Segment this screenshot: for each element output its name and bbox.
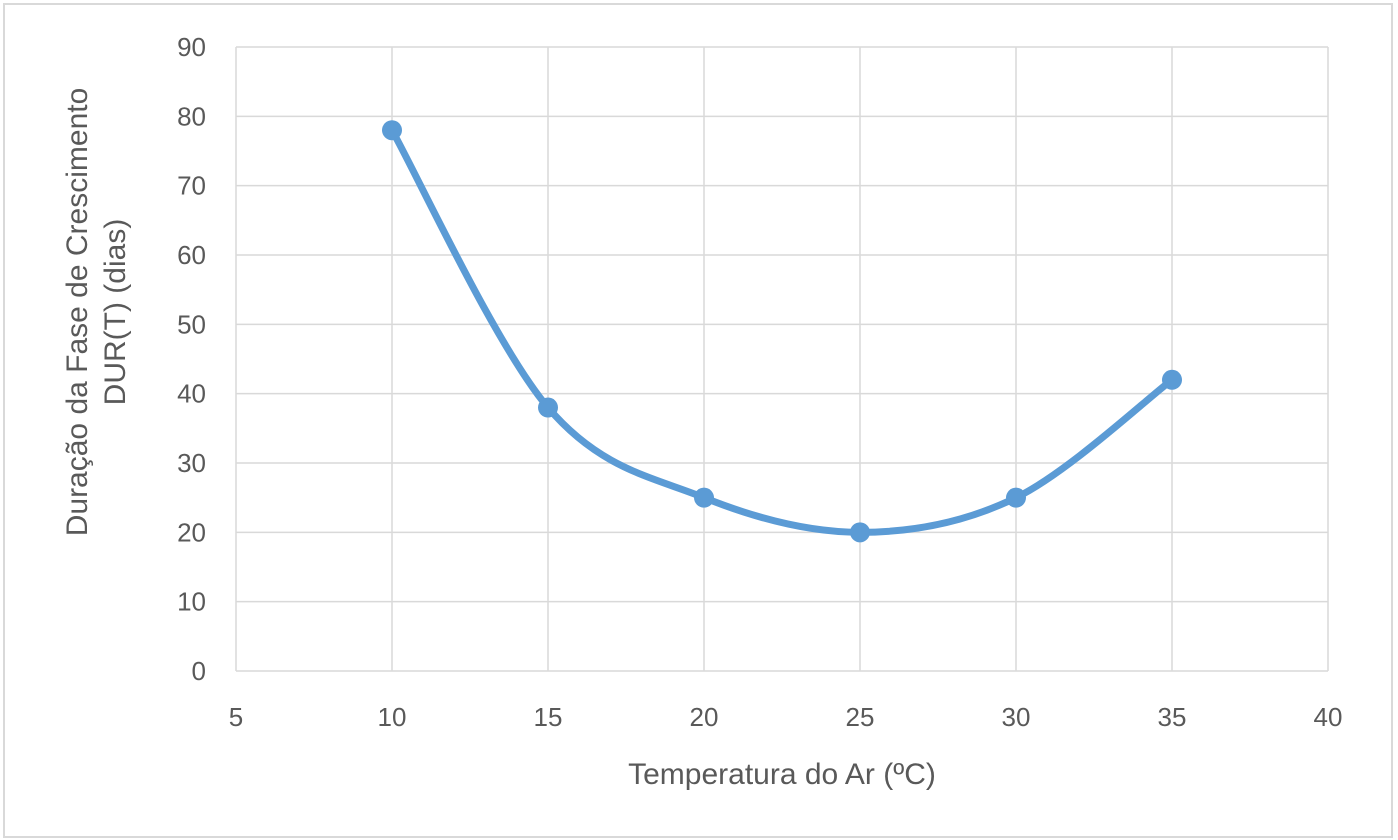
x-tick-label: 10 <box>378 702 407 732</box>
data-point <box>382 120 402 141</box>
y-tick-label: 40 <box>177 379 206 409</box>
x-tick-label: 30 <box>1002 702 1031 732</box>
y-tick-label: 70 <box>177 171 206 201</box>
y-tick-label: 30 <box>177 448 206 478</box>
x-tick-label: 15 <box>534 702 563 732</box>
y-tick-label: 90 <box>177 32 206 62</box>
x-tick-label: 20 <box>690 702 719 732</box>
y-tick-label: 80 <box>177 101 206 131</box>
y-tick-label: 10 <box>177 587 206 617</box>
y-tick-label: 20 <box>177 517 206 547</box>
data-point <box>538 397 558 418</box>
gridlines <box>235 46 1329 672</box>
y-tick-label: 0 <box>192 656 206 686</box>
x-tick-label: 35 <box>1158 702 1187 732</box>
y-tick-label: 60 <box>177 240 206 270</box>
y-axis-ticks: 0 10 20 30 40 50 60 70 80 90 <box>177 32 206 686</box>
x-axis-title: Temperatura do Ar (ºC) <box>628 758 936 791</box>
x-tick-label: 25 <box>846 702 875 732</box>
x-axis-ticks: 5 10 15 20 25 30 35 40 <box>229 702 1343 732</box>
series-line <box>388 126 1176 536</box>
y-axis-title-line1: Duração da Fase de Crescimento <box>61 88 94 537</box>
data-point <box>694 487 714 508</box>
series-layer <box>382 120 1182 543</box>
data-point <box>1162 369 1182 390</box>
chart-frame <box>3 3 1393 838</box>
data-point <box>1006 487 1026 508</box>
y-tick-label: 50 <box>177 309 206 339</box>
y-axis-title-line2: DUR(T) (dias) <box>99 219 132 406</box>
x-tick-label: 40 <box>1314 702 1343 732</box>
x-tick-label: 5 <box>229 702 243 732</box>
data-point <box>850 522 870 543</box>
